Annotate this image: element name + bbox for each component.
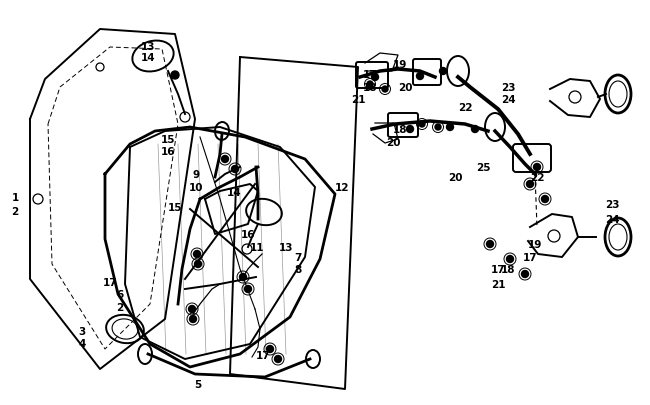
Text: 4: 4: [78, 338, 86, 348]
Text: 16: 16: [161, 147, 176, 157]
Text: 10: 10: [188, 183, 203, 192]
Text: 19: 19: [528, 239, 542, 249]
Text: 2: 2: [116, 302, 124, 312]
Text: 16: 16: [240, 230, 255, 239]
Text: 7: 7: [294, 252, 302, 262]
Text: 8: 8: [294, 264, 302, 274]
Text: 21: 21: [351, 95, 365, 105]
Circle shape: [274, 356, 281, 362]
Circle shape: [541, 196, 549, 203]
Text: 9: 9: [192, 170, 200, 179]
Circle shape: [239, 274, 246, 281]
Text: 17: 17: [363, 70, 377, 80]
Text: 12: 12: [335, 183, 349, 192]
Circle shape: [419, 122, 425, 128]
Circle shape: [471, 126, 478, 133]
Text: 20: 20: [385, 138, 400, 148]
Text: 18: 18: [393, 125, 408, 135]
Text: 21: 21: [491, 279, 505, 289]
Circle shape: [526, 181, 534, 188]
Circle shape: [417, 73, 424, 80]
Circle shape: [486, 241, 493, 248]
Text: 15: 15: [161, 135, 176, 145]
Text: 17: 17: [103, 277, 117, 287]
Text: 20: 20: [398, 83, 412, 93]
Text: 24: 24: [500, 95, 515, 105]
Text: 1: 1: [12, 192, 19, 202]
Text: 23: 23: [604, 200, 619, 209]
Text: 23: 23: [500, 83, 515, 93]
Text: 18: 18: [363, 83, 377, 93]
Text: 25: 25: [476, 162, 490, 173]
Circle shape: [447, 124, 454, 131]
Circle shape: [372, 74, 378, 81]
Text: 17: 17: [523, 252, 538, 262]
Text: 17: 17: [491, 264, 505, 274]
Text: 15: 15: [168, 202, 182, 213]
Text: 24: 24: [604, 215, 619, 224]
Text: 20: 20: [448, 173, 462, 183]
Text: 5: 5: [194, 379, 202, 389]
Circle shape: [171, 72, 179, 80]
Circle shape: [506, 256, 514, 263]
Circle shape: [244, 286, 252, 293]
Circle shape: [406, 126, 413, 133]
Circle shape: [188, 306, 196, 313]
Text: 14: 14: [227, 188, 241, 198]
Text: 22: 22: [458, 103, 473, 113]
Text: 14: 14: [140, 53, 155, 63]
Text: 2: 2: [12, 207, 19, 216]
Text: 13: 13: [279, 243, 293, 252]
Circle shape: [521, 271, 528, 278]
Circle shape: [382, 87, 388, 93]
Circle shape: [439, 68, 447, 75]
Circle shape: [194, 251, 200, 258]
Text: 3: 3: [79, 326, 86, 336]
Circle shape: [222, 156, 229, 163]
Circle shape: [231, 166, 239, 173]
Text: 6: 6: [116, 289, 124, 299]
Circle shape: [534, 164, 541, 171]
Circle shape: [367, 82, 373, 88]
Circle shape: [266, 345, 274, 353]
Text: 11: 11: [250, 243, 265, 252]
Text: 13: 13: [141, 42, 155, 52]
Circle shape: [194, 261, 202, 268]
Circle shape: [435, 125, 441, 131]
Text: 22: 22: [530, 173, 544, 183]
Text: 18: 18: [500, 264, 515, 274]
Text: 19: 19: [393, 60, 407, 70]
Circle shape: [190, 316, 196, 323]
Text: 17: 17: [255, 350, 270, 360]
